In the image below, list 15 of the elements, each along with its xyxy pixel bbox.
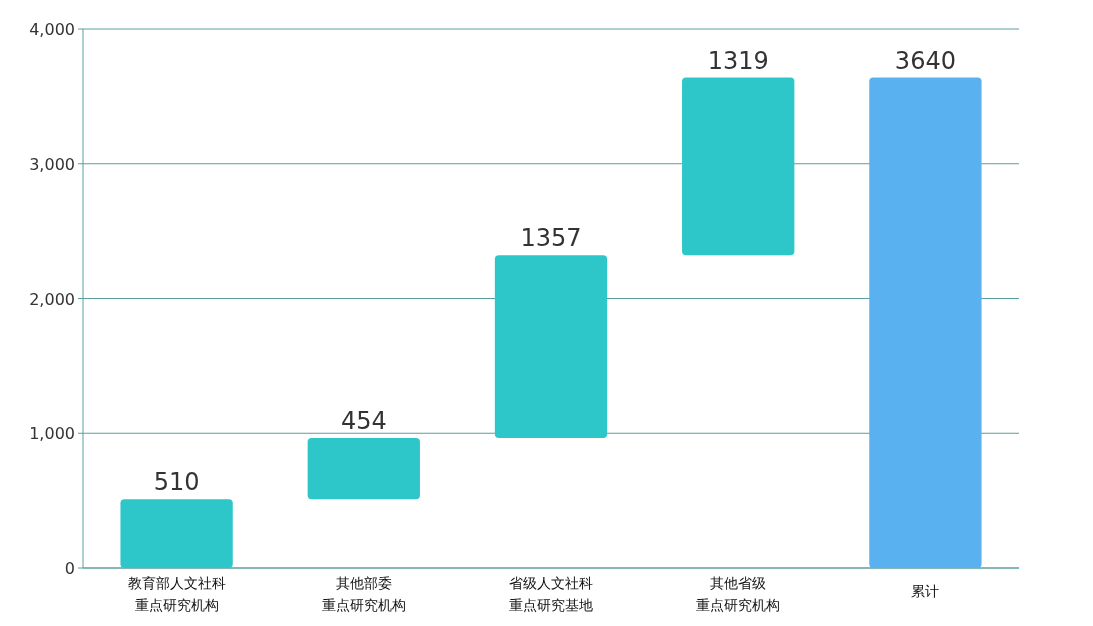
x-tick-label: 省级人文社科重点研究基地	[509, 575, 593, 613]
y-tick-label: 0	[64, 559, 75, 578]
y-tick-label: 1,000	[29, 424, 75, 444]
data-label: 3640	[894, 46, 956, 75]
x-tick-label: 其他部委重点研究机构	[321, 575, 406, 613]
x-tick-label: 教育部人文社科重点研究机构	[127, 575, 226, 613]
x-tick-label: 累计	[911, 583, 940, 599]
y-tick-label: 4,000	[29, 20, 75, 39]
data-label: 1357	[520, 224, 582, 253]
data-label: 1319	[707, 46, 769, 75]
y-tick-label: 3,000	[29, 154, 75, 174]
x-tick-label: 其他省级重点研究机构	[696, 575, 781, 613]
data-label: 454	[340, 407, 387, 436]
data-label: 510	[153, 468, 200, 497]
y-tick-label: 2,000	[29, 289, 75, 309]
